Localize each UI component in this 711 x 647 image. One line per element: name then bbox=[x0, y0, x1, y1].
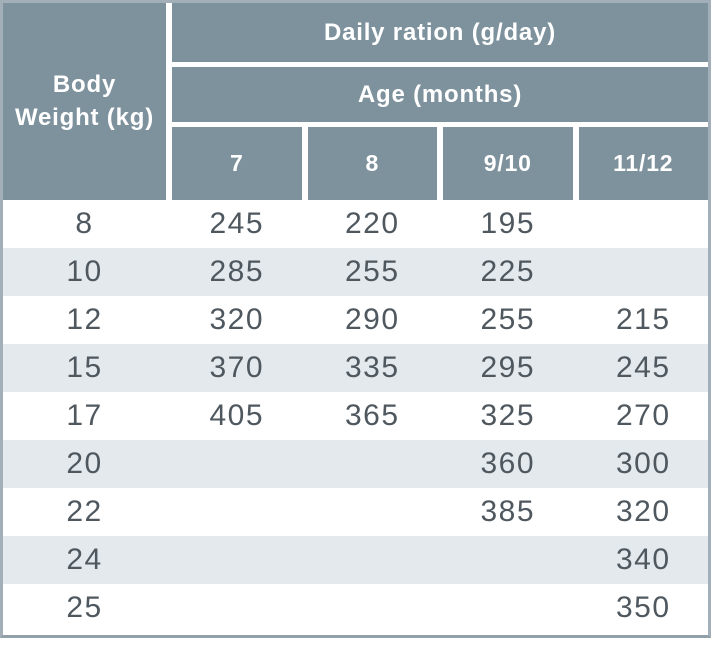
ration-cell bbox=[308, 488, 438, 536]
ration-cell: 360 bbox=[480, 447, 536, 480]
table-row: 8 245 220 195 bbox=[3, 200, 708, 248]
ration-cell: 195 bbox=[480, 207, 536, 240]
ration-cell bbox=[579, 248, 709, 296]
table-row: 22 385 320 bbox=[3, 488, 708, 536]
ration-cell: 290 bbox=[344, 303, 400, 336]
body-weight-cell: 8 bbox=[75, 207, 94, 240]
ration-cell: 245 bbox=[615, 351, 671, 384]
ration-cell bbox=[172, 536, 302, 584]
body-weight-cell: 24 bbox=[66, 543, 103, 576]
age-column-header-8: 8 bbox=[307, 127, 437, 200]
ration-cell: 285 bbox=[209, 255, 265, 288]
ration-cell bbox=[308, 440, 438, 488]
ration-cell: 320 bbox=[615, 495, 671, 528]
ration-cell: 370 bbox=[209, 351, 265, 384]
daily-ration-header: Daily ration (g/day) bbox=[172, 3, 708, 62]
body-weight-cell: 15 bbox=[66, 351, 103, 384]
table-row: 12 320 290 255 215 bbox=[3, 296, 708, 344]
ration-cell bbox=[172, 584, 302, 632]
age-column-header-7: 7 bbox=[172, 127, 302, 200]
ration-cell bbox=[443, 584, 573, 632]
ration-cell: 335 bbox=[344, 351, 400, 384]
table-row: 25 350 bbox=[3, 584, 708, 632]
table-row: 15 370 335 295 245 bbox=[3, 344, 708, 392]
ration-cell: 325 bbox=[480, 399, 536, 432]
table-header: Body Weight (kg) Daily ration (g/day) Ag… bbox=[3, 3, 708, 200]
ration-cell: 320 bbox=[209, 303, 265, 336]
ration-cell: 215 bbox=[615, 303, 671, 336]
table-row: 17 405 365 325 270 bbox=[3, 392, 708, 440]
ration-cell: 295 bbox=[480, 351, 536, 384]
body-weight-cell: 22 bbox=[66, 495, 103, 528]
ration-cell: 340 bbox=[615, 543, 671, 576]
ration-cell: 245 bbox=[209, 207, 265, 240]
table-body: 8 245 220 195 10 285 255 225 12 320 290 … bbox=[3, 200, 708, 632]
body-weight-cell: 12 bbox=[66, 303, 103, 336]
ration-cell bbox=[172, 440, 302, 488]
age-column-header-9-10: 9/10 bbox=[443, 127, 573, 200]
table-row: 10 285 255 225 bbox=[3, 248, 708, 296]
ration-cell: 300 bbox=[615, 447, 671, 480]
ration-cell: 220 bbox=[344, 207, 400, 240]
body-weight-cell: 25 bbox=[66, 591, 103, 624]
ration-cell bbox=[308, 536, 438, 584]
age-column-header-11-12: 11/12 bbox=[578, 127, 708, 200]
ration-cell: 225 bbox=[480, 255, 536, 288]
table-row: 24 340 bbox=[3, 536, 708, 584]
ration-cell: 405 bbox=[209, 399, 265, 432]
age-months-header: Age (months) bbox=[172, 67, 708, 122]
ration-cell bbox=[579, 200, 709, 248]
body-weight-header-cell: Body Weight (kg) bbox=[3, 3, 166, 200]
ration-cell bbox=[172, 488, 302, 536]
ration-cell: 270 bbox=[615, 399, 671, 432]
body-weight-cell: 20 bbox=[66, 447, 103, 480]
body-weight-cell: 10 bbox=[66, 255, 103, 288]
ration-cell: 255 bbox=[480, 303, 536, 336]
ration-cell: 385 bbox=[480, 495, 536, 528]
ration-cell bbox=[443, 536, 573, 584]
age-column-headers: 7 8 9/10 11/12 bbox=[172, 127, 708, 200]
ration-cell: 350 bbox=[615, 591, 671, 624]
header-right-section: Daily ration (g/day) Age (months) 7 8 9/… bbox=[172, 3, 708, 200]
ration-cell bbox=[308, 584, 438, 632]
body-weight-cell: 17 bbox=[66, 399, 103, 432]
ration-cell: 365 bbox=[344, 399, 400, 432]
table-row: 20 360 300 bbox=[3, 440, 708, 488]
ration-cell: 255 bbox=[344, 255, 400, 288]
